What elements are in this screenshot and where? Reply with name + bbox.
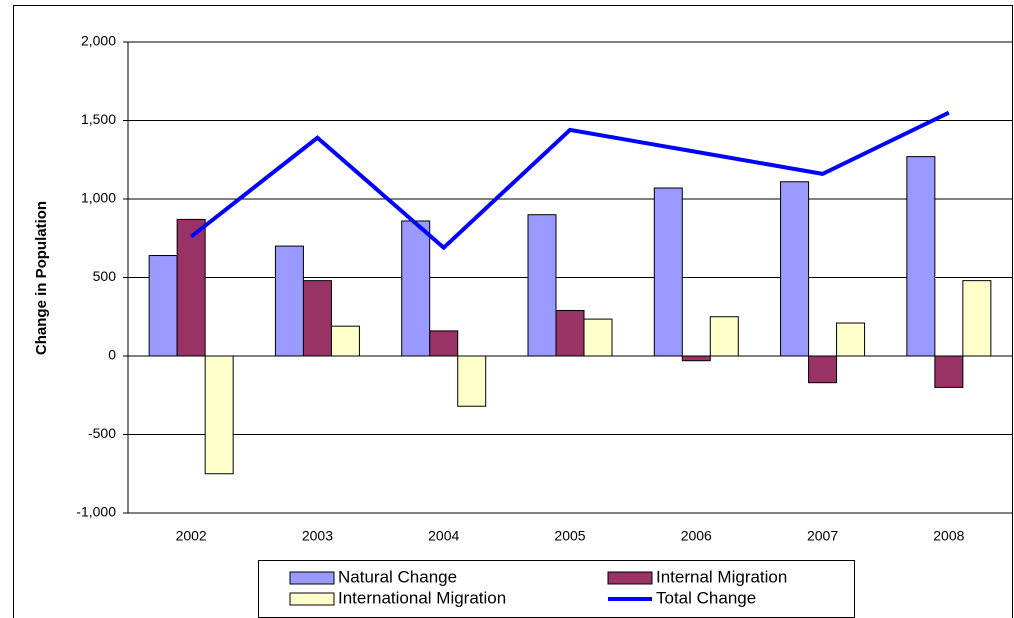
y-tick-label: 500 bbox=[93, 268, 117, 284]
bar bbox=[709, 316, 739, 357]
x-tick-label: 2005 bbox=[554, 528, 585, 544]
bar bbox=[204, 355, 234, 475]
bar bbox=[681, 355, 711, 362]
legend-label: Total Change bbox=[656, 588, 756, 607]
legend-swatch bbox=[289, 571, 335, 585]
x-tick-label: 2004 bbox=[428, 528, 459, 544]
y-axis-label: Change in Population bbox=[33, 201, 50, 355]
bar bbox=[274, 245, 304, 357]
y-tick-label: -1,000 bbox=[76, 504, 116, 520]
bar bbox=[583, 318, 613, 357]
bar bbox=[934, 355, 964, 388]
x-tick-label: 2002 bbox=[176, 528, 207, 544]
bar bbox=[906, 156, 936, 357]
legend-label: International Migration bbox=[338, 588, 506, 607]
x-tick-label: 2007 bbox=[807, 528, 838, 544]
bar bbox=[176, 218, 206, 357]
bar bbox=[148, 255, 178, 357]
y-tick-label: 1,500 bbox=[81, 111, 116, 127]
bar bbox=[457, 355, 487, 407]
x-tick-label: 2003 bbox=[302, 528, 333, 544]
bar bbox=[836, 322, 866, 357]
bar bbox=[302, 280, 332, 357]
bar bbox=[401, 220, 431, 357]
line bbox=[189, 110, 950, 251]
y-tick-label: 1,000 bbox=[81, 190, 116, 206]
x-tick-label: 2008 bbox=[933, 528, 964, 544]
chart-border bbox=[13, 5, 1013, 618]
legend-label: Internal Migration bbox=[656, 567, 787, 586]
bar bbox=[429, 330, 459, 357]
bar bbox=[527, 214, 557, 357]
bar bbox=[555, 309, 585, 357]
y-tick-label: 2,000 bbox=[81, 33, 116, 49]
legend-swatch bbox=[289, 592, 335, 606]
bar bbox=[962, 280, 992, 357]
bar bbox=[330, 325, 360, 357]
legend-swatch bbox=[607, 571, 653, 585]
bar bbox=[780, 181, 810, 357]
x-tick-label: 2006 bbox=[681, 528, 712, 544]
bar bbox=[653, 187, 683, 357]
legend-label: Natural Change bbox=[338, 567, 457, 586]
bar bbox=[808, 355, 838, 384]
y-tick-label: 0 bbox=[108, 347, 116, 363]
y-tick-label: -500 bbox=[88, 425, 116, 441]
